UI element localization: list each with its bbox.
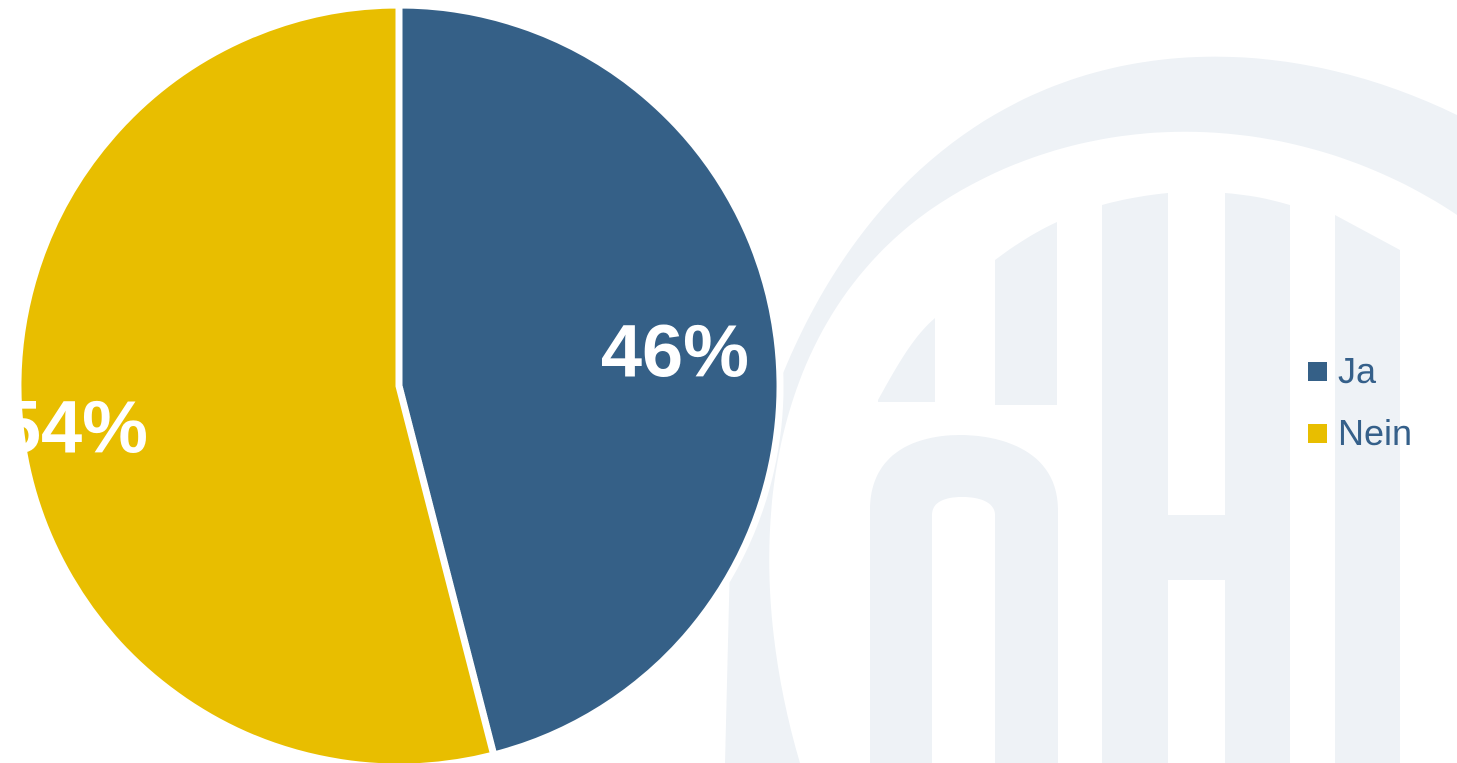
legend-item-nein: Nein xyxy=(1308,402,1457,464)
data-label-ja: 46% xyxy=(601,310,749,393)
legend-label-nein: Nein xyxy=(1338,412,1413,453)
legend-swatch-ja xyxy=(1308,361,1327,381)
data-label-nein: 54% xyxy=(0,386,148,469)
legend-label-ja: Ja xyxy=(1338,350,1377,391)
chart-legend: Ja Nein xyxy=(1308,340,1457,464)
legend-item-ja: Ja xyxy=(1308,340,1457,402)
pie-slice-ja xyxy=(395,1,784,760)
pie-slice-nein xyxy=(14,1,499,763)
legend-swatch-nein xyxy=(1308,423,1327,443)
